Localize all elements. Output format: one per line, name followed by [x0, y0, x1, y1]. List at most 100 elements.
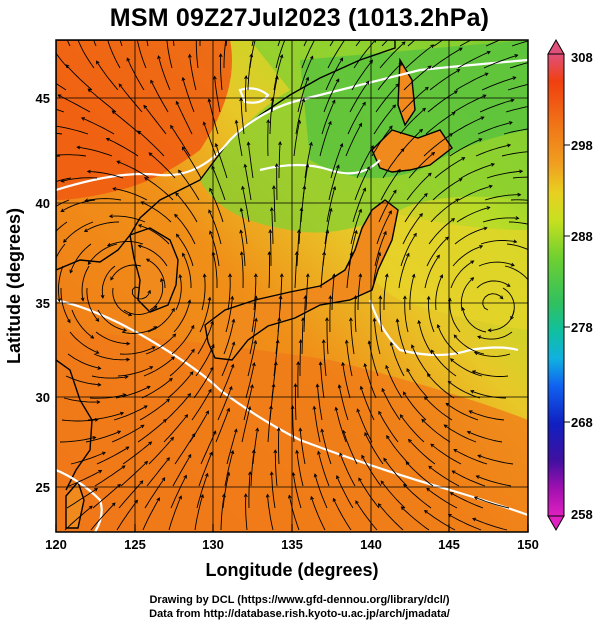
streamline-arrowhead — [69, 269, 74, 274]
streamline-arrowhead — [339, 57, 344, 62]
streamline-arrowhead — [241, 185, 245, 190]
streamline — [432, 178, 463, 201]
streamline-arrowhead — [395, 83, 400, 88]
streamline-arrowhead — [271, 383, 276, 388]
streamline — [472, 370, 509, 377]
streamline-arrowhead — [332, 497, 337, 502]
streamline-arrowhead — [168, 377, 173, 382]
streamline-arrowhead — [228, 273, 232, 278]
streamline-arrowhead — [362, 101, 366, 106]
streamline-arrowhead — [94, 487, 98, 492]
streamline-arrowhead — [279, 54, 284, 59]
streamline — [97, 309, 127, 332]
streamline-arrowhead — [111, 110, 116, 115]
streamline-arrowhead — [535, 150, 538, 153]
streamline-arrowhead — [315, 383, 320, 388]
streamline — [267, 119, 269, 157]
streamline-arrowhead — [111, 502, 116, 507]
streamline — [301, 317, 304, 355]
streamline — [59, 436, 96, 443]
streamline-arrowhead — [413, 232, 417, 237]
streamline-arrowhead — [483, 226, 488, 231]
streamline-arrowhead — [325, 229, 330, 234]
streamline-arrowhead — [139, 480, 144, 485]
streamline — [271, 207, 274, 245]
streamline-arrowhead — [358, 122, 362, 127]
streamline-arrowhead — [353, 295, 358, 300]
streamline-arrowhead — [305, 76, 310, 81]
streamline-arrowhead — [356, 408, 361, 413]
streamline-arrowhead — [293, 383, 298, 388]
streamline — [87, 412, 124, 421]
streamline — [224, 450, 234, 487]
streamline-arrowhead — [239, 229, 244, 234]
streamline — [89, 394, 126, 399]
streamline — [350, 318, 355, 355]
streamline-arrowhead — [336, 475, 340, 480]
streamline-arrowhead — [314, 35, 317, 38]
streamline — [406, 172, 432, 201]
map-title: MSM 09Z27Jul2023 (1013.2hPa) — [109, 4, 490, 32]
streamline-arrowhead — [489, 30, 492, 33]
streamline — [346, 252, 353, 289]
streamline — [372, 252, 381, 289]
streamline — [480, 240, 517, 245]
streamline — [485, 40, 502, 47]
streamline — [116, 160, 150, 179]
streamline-arrowhead — [209, 451, 213, 456]
streamline — [320, 252, 325, 289]
streamline-arrowhead — [274, 75, 279, 80]
streamline — [209, 231, 220, 267]
streamline-arrowhead — [269, 207, 274, 212]
streamline-arrowhead — [26, 132, 29, 135]
streamline-arrowhead — [207, 296, 212, 301]
streamline — [381, 388, 401, 421]
streamline-arrowhead — [313, 473, 318, 478]
streamline-arrowhead — [43, 245, 46, 248]
streamline-arrowhead — [298, 339, 303, 344]
streamline — [371, 125, 393, 157]
streamline — [189, 54, 197, 91]
streamline-arrowhead — [175, 100, 180, 105]
streamline-arrowhead — [128, 312, 133, 317]
streamline-arrowhead — [423, 510, 428, 514]
streamline-arrowhead — [378, 295, 383, 300]
colorbar-label: 288 — [571, 229, 593, 244]
streamline — [145, 333, 176, 355]
streamline-arrowhead — [279, 273, 284, 278]
streamline — [304, 142, 312, 179]
streamline — [85, 430, 121, 443]
streamline — [425, 112, 456, 135]
streamline-arrowhead — [297, 229, 301, 234]
streamline — [409, 274, 415, 311]
streamline — [319, 362, 325, 399]
streamline-arrowhead — [402, 295, 407, 300]
streamline — [250, 450, 255, 487]
streamline-arrowhead — [331, 99, 336, 104]
streamline — [142, 497, 160, 531]
streamline-arrowhead — [92, 435, 97, 440]
streamline — [358, 477, 380, 509]
streamline-arrowhead — [84, 198, 89, 203]
streamline — [269, 229, 272, 266]
streamline — [511, 40, 528, 47]
streamline — [424, 396, 453, 421]
streamline-arrowhead — [328, 295, 333, 300]
streamline — [310, 496, 326, 531]
streamline — [423, 133, 453, 157]
streamline-arrowhead — [218, 53, 223, 58]
streamline — [459, 40, 472, 47]
streamline-arrowhead — [210, 343, 215, 348]
y-tick-label: 30 — [36, 390, 50, 405]
streamline-arrowhead — [187, 53, 192, 58]
streamline — [275, 40, 286, 69]
streamline — [56, 177, 72, 183]
streamline-arrowhead — [461, 306, 466, 312]
streamline-arrowhead — [254, 317, 258, 322]
streamline — [467, 431, 503, 443]
colorbar-label: 268 — [571, 415, 593, 430]
streamline — [472, 518, 508, 531]
streamline — [352, 188, 366, 223]
streamline — [484, 194, 521, 201]
streamline-arrowhead — [230, 450, 235, 455]
